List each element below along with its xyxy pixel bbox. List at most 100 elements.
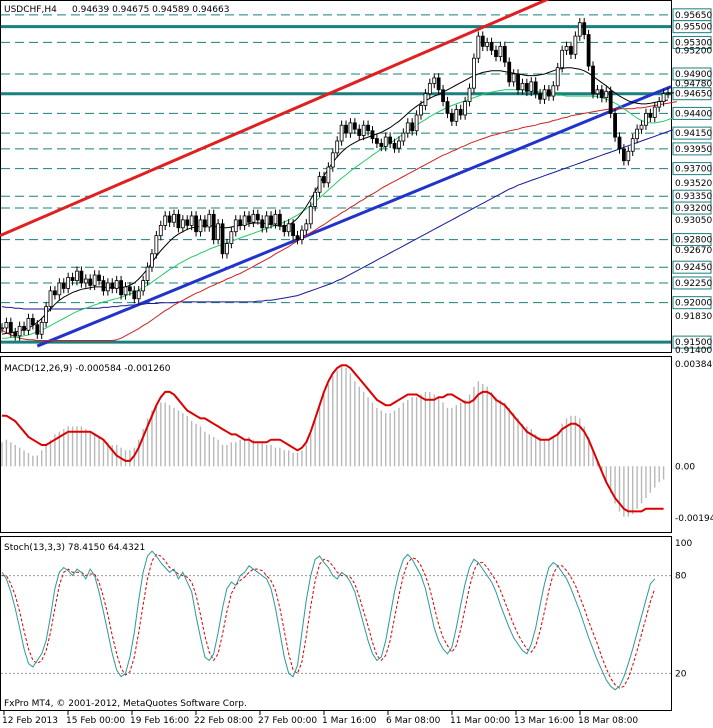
macd-title: MACD(12,26,9) -0.000584 -0.001260 [4, 364, 171, 374]
candle-body [449, 113, 454, 122]
candle-body [635, 128, 640, 140]
horizontal-levels [1, 14, 671, 344]
candle-body [189, 215, 194, 226]
stoch-pane[interactable] [0, 536, 672, 711]
candle-body [141, 280, 146, 292]
level-price-box [672, 335, 712, 349]
candles [0, 17, 670, 341]
candle-body [48, 290, 53, 308]
candle-body [167, 215, 172, 223]
candle-body [352, 122, 357, 130]
candle-body [480, 35, 485, 47]
candle-body [225, 243, 229, 255]
candle-body [467, 87, 472, 102]
candle-body [441, 89, 445, 102]
level-price-box [672, 106, 712, 120]
price-tick-label: 0.91830 [675, 312, 712, 322]
ma-fast-line [1, 67, 669, 335]
price-tick-label: 0.94650 [675, 90, 712, 100]
candle-body [317, 176, 322, 193]
candle-body [524, 83, 529, 92]
candle-body [260, 219, 265, 229]
candle-body [150, 253, 154, 268]
candle-body [388, 136, 393, 144]
candle-body [4, 321, 9, 329]
candle-body [13, 332, 18, 337]
candle-body [57, 282, 62, 296]
candle-body [564, 45, 569, 51]
candle-body [547, 89, 551, 97]
candle-body [145, 266, 150, 281]
candle-body [123, 286, 128, 296]
stoch-tick-label: 80 [675, 572, 687, 582]
level-price-box [672, 201, 712, 215]
candle-body [229, 231, 234, 244]
candle-body [322, 176, 326, 184]
candle-body [348, 122, 353, 134]
candle-body [489, 42, 494, 51]
candle-body [370, 130, 375, 140]
candle-body [520, 83, 525, 91]
time-tick-label: 18 Mar 08:00 [578, 716, 638, 726]
price-tick-label: 0.95300 [675, 38, 712, 48]
level-price-box [672, 20, 712, 34]
price-tick-label: 0.91400 [675, 346, 712, 356]
candle-body [608, 90, 613, 114]
candle-body [163, 215, 168, 226]
candle-body [0, 327, 4, 330]
candle-body [132, 290, 137, 300]
candle-body [533, 81, 538, 95]
candle-body [158, 224, 163, 237]
candle-body [604, 90, 609, 99]
stoch-title: Stoch(13,3,3) 78.4150 64.4321 [4, 543, 145, 553]
level-price-box [672, 233, 712, 247]
time-tick-label: 22 Feb 08:00 [194, 716, 253, 726]
candle-body [644, 113, 648, 126]
candle-body [269, 215, 273, 225]
candle-body [383, 136, 388, 147]
price-tick-label: 0.94400 [675, 109, 712, 119]
price-tick-label: 0.93200 [675, 204, 712, 214]
candle-body [198, 219, 203, 233]
candle-body [202, 219, 207, 228]
candle-body [551, 85, 556, 97]
candle-body [75, 270, 79, 281]
time-tick-label: 6 Mar 08:00 [386, 716, 441, 726]
candle-body [344, 124, 348, 134]
candle-body [207, 213, 212, 228]
candle-body [511, 73, 516, 83]
candle-body [176, 213, 181, 229]
candle-body [211, 213, 216, 240]
macd-pane[interactable] [0, 356, 672, 533]
candle-body [114, 280, 119, 289]
candle-body [419, 105, 423, 116]
candle-body [313, 191, 318, 207]
candle-body [220, 223, 225, 255]
candle-body [66, 277, 71, 289]
candle-body [661, 93, 666, 102]
macd-tick-label: 0.00 [675, 462, 695, 472]
candle-body [44, 306, 49, 323]
candle-body [591, 65, 595, 95]
candle-body [300, 229, 304, 240]
macd-tick-label: -0.00194 [675, 514, 713, 524]
candle-body [507, 61, 512, 83]
macd-signal-line [2, 364, 664, 513]
stoch-indicator: 100 80 20 [1, 539, 692, 691]
price-pane[interactable] [0, 0, 672, 353]
candle-body [516, 73, 520, 91]
candle-body [463, 101, 468, 116]
candle-body [621, 148, 626, 162]
candle-body [573, 35, 578, 55]
candle-body [529, 81, 534, 92]
price-tick-label: 0.91500 [675, 338, 712, 348]
candle-body [555, 67, 560, 87]
candle-body [538, 93, 542, 100]
candle-body [154, 235, 159, 255]
candle-body [405, 122, 410, 134]
candle-body [180, 219, 185, 229]
ma-long-line [1, 128, 677, 310]
candle-body [264, 215, 269, 229]
